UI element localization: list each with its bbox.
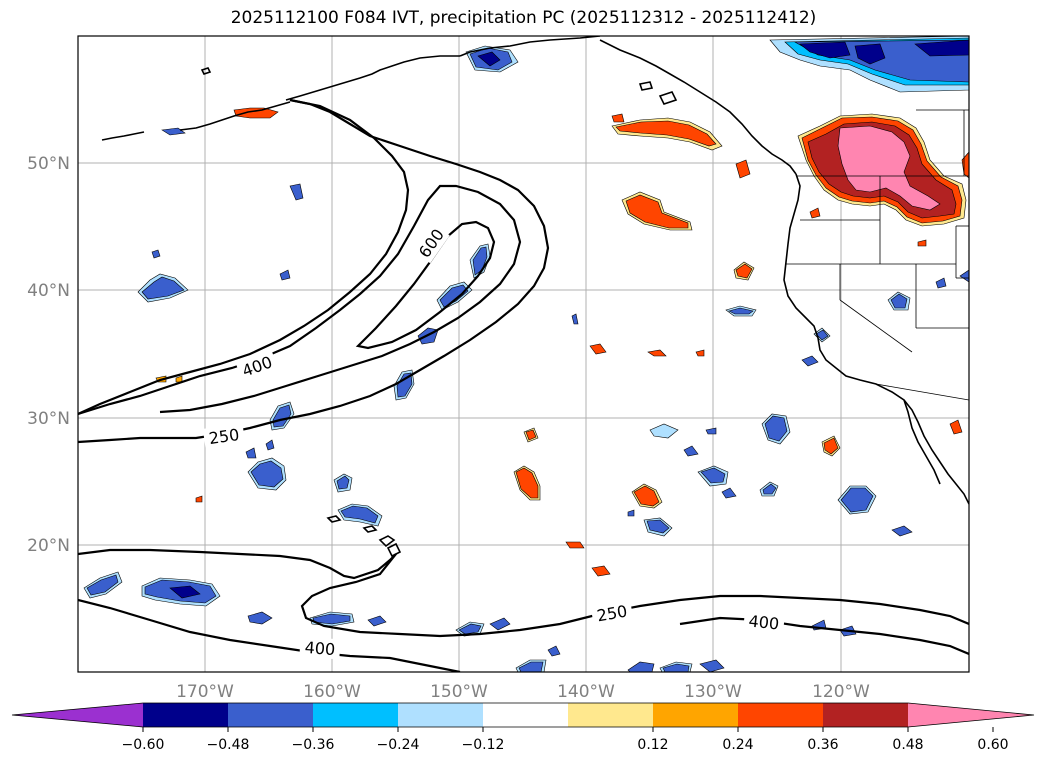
colorbar-segment bbox=[143, 703, 228, 727]
colorbar-tick-label: −0.60 bbox=[122, 737, 165, 753]
lon-label-170w: 170°W bbox=[176, 682, 234, 702]
colorbar-segment bbox=[398, 703, 483, 727]
colorbar-segment bbox=[483, 703, 568, 727]
positive-precip-shading bbox=[155, 107, 969, 577]
lat-label-20n: 20°N bbox=[27, 536, 70, 556]
coastlines bbox=[101, 36, 969, 558]
ivt-contour-250-lower bbox=[78, 548, 969, 638]
lon-label-130w: 130°W bbox=[684, 682, 742, 702]
colorbar-extend-low bbox=[12, 703, 143, 727]
colorbar-tick-label: 0.48 bbox=[892, 737, 923, 753]
lon-label-160w: 160°W bbox=[303, 682, 361, 702]
colorbar-tick-label: −0.12 bbox=[462, 737, 505, 753]
colorbar-tick-label: −0.48 bbox=[207, 737, 250, 753]
colorbar-tick-label: 0.24 bbox=[722, 737, 753, 753]
contour-label-250-upper: 250 bbox=[208, 425, 241, 448]
contour-label-400-right: 400 bbox=[748, 611, 780, 633]
colorbar-segment bbox=[653, 703, 738, 727]
ivt-contour-250-upper-inner bbox=[78, 98, 410, 416]
colorbar-tick-label: 0.36 bbox=[807, 737, 838, 753]
colorbar-tick-label: −0.24 bbox=[377, 737, 420, 753]
colorbar: −0.60 −0.48 −0.36 −0.24 −0.12 0.12 0.24 0.36 0.4… bbox=[11, 702, 1035, 753]
negative-precip-shading bbox=[83, 36, 969, 672]
map-frame bbox=[77, 35, 970, 673]
colorbar-segment bbox=[823, 703, 908, 727]
colorbar-tick-label: 0.60 bbox=[977, 737, 1008, 753]
contour-labels: 600 400 250 250 400 400 bbox=[202, 222, 785, 660]
contour-label-400-left: 400 bbox=[304, 638, 336, 659]
lon-label-150w: 150°W bbox=[430, 682, 488, 702]
colorbar-tick-label: 0.12 bbox=[637, 737, 668, 753]
map-title: 2025112100 F084 IVT, precipitation PC (2… bbox=[230, 8, 817, 28]
lon-label-120w: 120°W bbox=[812, 682, 870, 702]
lon-label-140w: 140°W bbox=[557, 682, 615, 702]
ivt-contour-600 bbox=[355, 220, 496, 350]
colorbar-segment bbox=[738, 703, 823, 727]
colorbar-segment bbox=[568, 703, 653, 727]
lat-label-30n: 30°N bbox=[27, 409, 70, 429]
lat-label-40n: 40°N bbox=[27, 281, 70, 301]
colorbar-tick-label: −0.36 bbox=[292, 737, 335, 753]
colorbar-segment bbox=[228, 703, 313, 727]
political-borders bbox=[786, 109, 969, 401]
lat-label-50n: 50°N bbox=[27, 154, 70, 174]
latitude-labels: 50°N 40°N 30°N 20°N bbox=[27, 154, 70, 556]
colorbar-segment bbox=[313, 703, 398, 727]
colorbar-extend-high bbox=[908, 703, 1034, 727]
longitude-labels: 170°W 160°W 150°W 140°W 130°W 120°W bbox=[176, 682, 870, 702]
ivt-contour-400-lower bbox=[78, 598, 461, 672]
ivt-contour-400-lower-right bbox=[679, 616, 969, 656]
